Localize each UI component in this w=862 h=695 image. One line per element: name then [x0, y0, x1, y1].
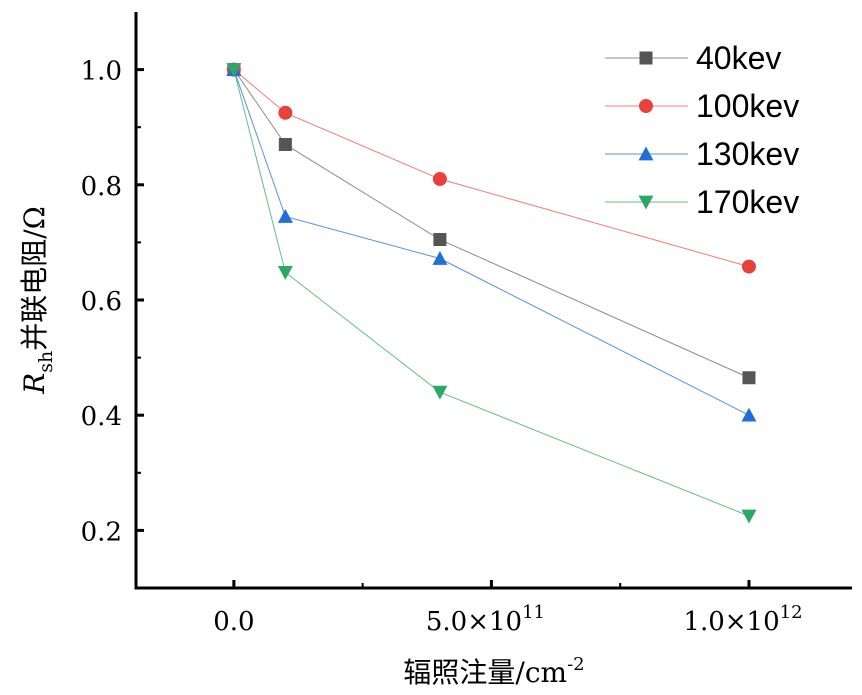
y-tick-label: 0.2 [81, 517, 122, 547]
legend-label-40kev: 40kev [696, 40, 781, 76]
data-point-40kev-2 [433, 233, 447, 247]
y-tick-label: 1.0 [81, 57, 122, 87]
data-point-170kev-3 [741, 509, 757, 524]
y-axis-title: Rsh并联电阻/Ω [18, 206, 57, 395]
x-axis-title: 辐照注量/cm-2 [403, 654, 584, 689]
series-line-40kev [233, 69, 750, 379]
legend-label-170kev: 170kev [696, 184, 799, 220]
series-line-100kev [233, 69, 750, 268]
data-point-100kev-3 [741, 259, 756, 274]
data-point-100kev-1 [278, 105, 293, 120]
legend-marker-100kev [639, 99, 653, 113]
data-point-130kev-2 [432, 251, 448, 265]
labels-layer: 辐照注量/cm-2 Rsh并联电阻/Ω [18, 206, 585, 689]
legend-marker-40kev [639, 51, 653, 65]
legend-marker-170kev [638, 195, 654, 210]
y-tick-label: 0.6 [81, 287, 122, 317]
legend: 40kev 100kev 130kev 170kev [605, 40, 799, 220]
data-point-170kev-2 [432, 385, 448, 400]
data-point-100kev-2 [432, 172, 447, 187]
x-tick-label: 5.0×1011 [426, 602, 545, 637]
plot-layer [226, 62, 757, 524]
y-tick-label: 0.8 [81, 172, 122, 202]
data-point-130kev-1 [277, 209, 293, 223]
ticks-layer: 0.2 0.4 0.6 0.8 1.0 0.0 5.0×1011 1.0×1012 [81, 57, 803, 637]
series-line-170kev [233, 69, 750, 517]
legend-marker-130kev [638, 146, 654, 161]
x-tick-label: 1.0×1012 [683, 602, 802, 637]
x-tick-label: 0.0 [213, 607, 254, 637]
y-tick-label: 0.4 [81, 402, 122, 432]
data-point-170kev-1 [277, 265, 293, 280]
legend-label-130kev: 130kev [696, 136, 799, 172]
data-point-40kev-1 [278, 137, 292, 151]
data-point-170kev-0 [226, 63, 242, 78]
legend-label-100kev: 100kev [696, 88, 799, 124]
data-point-130kev-3 [741, 407, 757, 422]
series-line-130kev [233, 69, 750, 416]
data-point-40kev-3 [742, 371, 756, 385]
